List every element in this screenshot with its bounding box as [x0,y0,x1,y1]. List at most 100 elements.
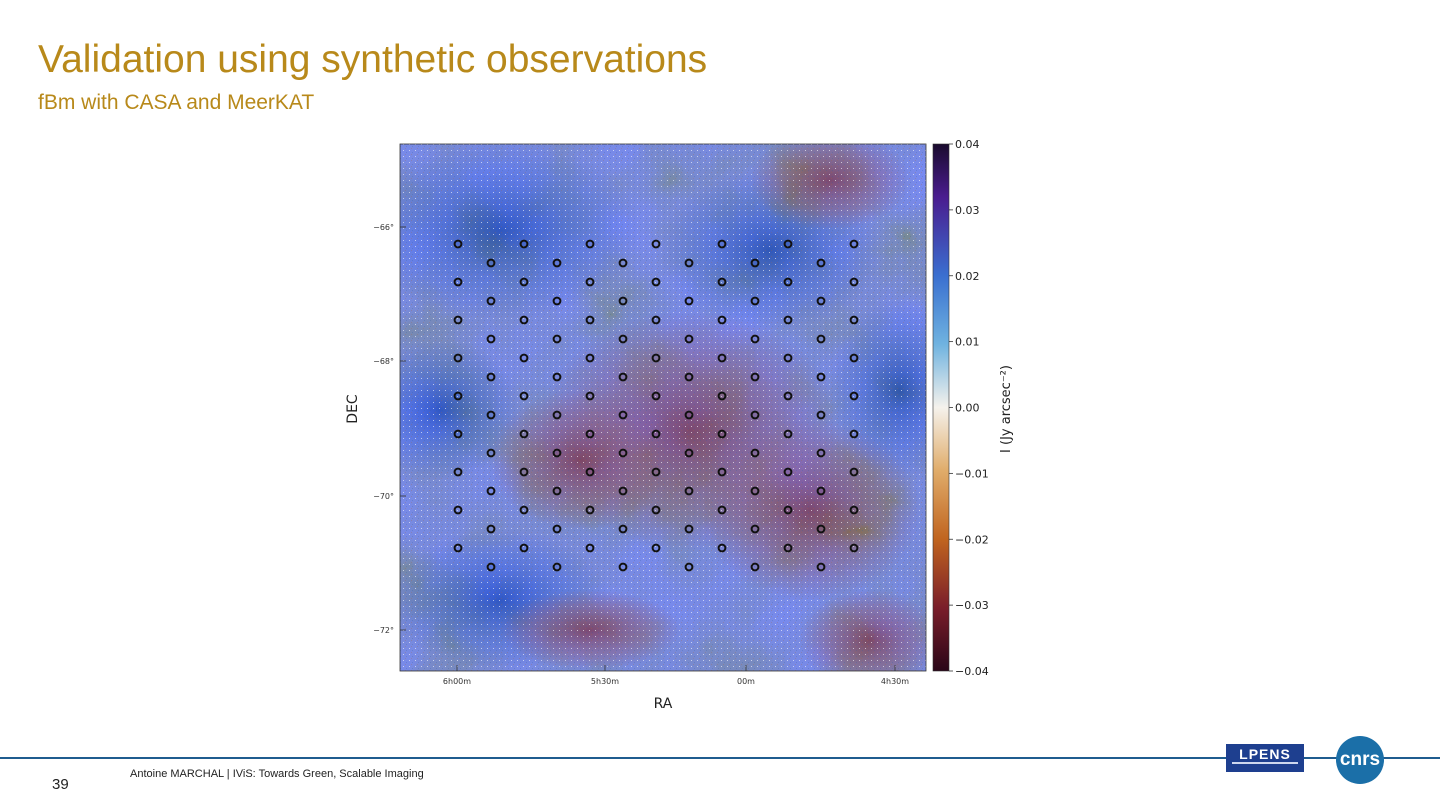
pointing-marker [684,258,694,268]
pointing-marker [717,543,727,553]
pointing-marker [585,543,595,553]
pointing-marker [585,391,595,401]
x-tick-label: 4h30m [881,677,909,686]
pointing-marker [453,467,463,477]
pointing-marker [585,505,595,515]
pointing-marker [849,543,859,553]
pointing-marker [717,505,727,515]
pointing-marker [816,296,826,306]
slide-title: Validation using synthetic observations [38,38,708,81]
colorbar-tick-label: −0.03 [955,599,989,612]
pointing-marker [816,334,826,344]
pointing-marker [552,334,562,344]
pointing-marker [717,315,727,325]
pointing-marker [717,277,727,287]
map-image [400,144,926,671]
pointing-marker [519,429,529,439]
pointing-marker [651,353,661,363]
pointing-marker [849,429,859,439]
pointing-marker [849,353,859,363]
x-tick-label: 00m [737,677,755,686]
pointing-marker [519,543,529,553]
pointing-marker [552,448,562,458]
pointing-marker [618,296,628,306]
pointing-marker [519,353,529,363]
pointing-marker [783,239,793,249]
pointing-marker [717,391,727,401]
colorbar-tick-label: 0.00 [955,402,980,415]
pointing-marker [585,239,595,249]
colorbar-tick-label: −0.01 [955,467,989,480]
colorbar-tick-label: 0.04 [955,138,980,151]
pointing-marker [750,334,760,344]
pointing-marker [519,315,529,325]
pointing-marker [783,505,793,515]
pointing-marker [750,372,760,382]
pointing-marker [684,410,694,420]
pointing-marker [651,391,661,401]
pointing-marker [585,429,595,439]
pointing-marker [849,277,859,287]
pointing-marker [453,239,463,249]
colorbar-tick-label: −0.02 [955,533,989,546]
pointing-marker [849,315,859,325]
colorbar-tick-label: 0.03 [955,204,980,217]
pointing-marker [486,296,496,306]
pointing-marker [684,372,694,382]
lpens-logo: LPENS [1226,744,1304,772]
pointing-marker [816,562,826,572]
footer-divider [0,757,1440,759]
pointing-marker [552,372,562,382]
pointing-marker [453,353,463,363]
pointing-marker [717,467,727,477]
pointing-marker [618,334,628,344]
y-tick-label: −70° [373,492,394,501]
pointing-marker [783,543,793,553]
pointing-marker [618,562,628,572]
pointing-marker [486,486,496,496]
pointing-marker [453,543,463,553]
pointing-marker [816,372,826,382]
pointing-marker [849,239,859,249]
pointing-marker [552,410,562,420]
pointing-marker [585,315,595,325]
colorbar-label: I (Jy arcsec⁻²) [999,365,1014,453]
pointing-marker [486,562,496,572]
pointing-marker [750,562,760,572]
pointing-marker [552,524,562,534]
pointing-marker [486,524,496,534]
lpens-logo-underline [1232,762,1298,764]
sky-map-figure: −66° −68° −70° −72° 6h00m 5h30m 00m 4h30… [330,130,1050,720]
pointing-marker [816,524,826,534]
pointing-marker [519,277,529,287]
sky-map-svg: −66° −68° −70° −72° 6h00m 5h30m 00m 4h30… [345,138,1014,712]
page-number: 39 [52,776,69,793]
x-tick-label: 6h00m [443,677,471,686]
pointing-marker [816,258,826,268]
pointing-marker [849,391,859,401]
pointing-marker [552,486,562,496]
colorbar-tick-label: 0.01 [955,336,980,349]
pointing-marker [486,410,496,420]
pointing-marker [453,505,463,515]
pointing-marker [717,429,727,439]
pointing-marker [486,258,496,268]
footer-text: Antoine MARCHAL | IViS: Towards Green, S… [130,768,424,780]
pointing-marker [618,410,628,420]
pointing-marker [552,562,562,572]
pointing-marker [816,486,826,496]
pointing-marker [717,239,727,249]
pointing-marker [519,239,529,249]
pointing-marker [519,391,529,401]
pointing-marker [618,372,628,382]
pointing-marker [783,353,793,363]
pointing-marker [684,296,694,306]
cnrs-logo: cnrs [1336,736,1384,784]
pointing-marker [750,258,760,268]
pointing-marker [684,334,694,344]
y-tick-label: −66° [373,223,394,232]
pointing-marker [750,448,760,458]
pointing-marker [585,353,595,363]
pointing-marker [684,448,694,458]
pointing-marker [750,486,760,496]
